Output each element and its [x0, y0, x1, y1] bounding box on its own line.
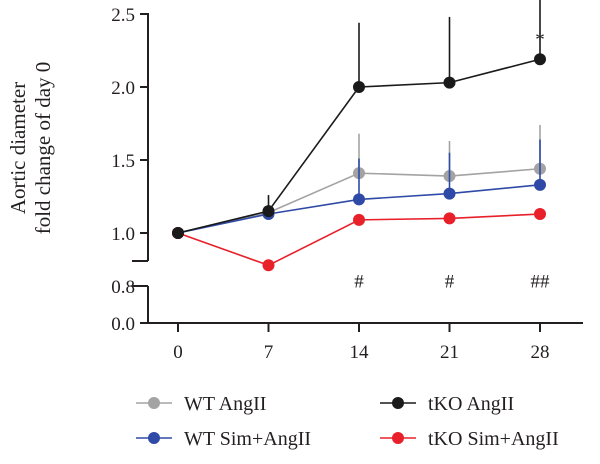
data-point	[353, 213, 365, 226]
x-tick-label: 0	[173, 342, 183, 363]
legend-marker	[148, 432, 160, 444]
data-point	[534, 208, 546, 221]
data-point	[443, 76, 456, 89]
y-axis-title-line-1: Aortic diameter	[6, 82, 30, 214]
significance-mark: *	[535, 30, 545, 51]
annotations: *# # ##	[354, 30, 550, 293]
x-tick-label: 14	[350, 342, 370, 363]
data-point	[443, 212, 456, 225]
y-tick-label: 1.0	[111, 224, 135, 245]
data-point	[353, 81, 365, 93]
y-tick-label: 0.0	[111, 314, 135, 335]
data-point	[534, 178, 546, 191]
data-point	[262, 259, 275, 272]
legend-label: tKO Sim+AngII	[428, 428, 559, 450]
legend-item: tKO Sim+AngII	[380, 428, 559, 450]
legend-item: tKO AngII	[380, 393, 514, 415]
series-tko-sim-angii	[172, 208, 546, 272]
y-tick-label: 2.5	[111, 5, 135, 26]
legend-label: WT Sim+AngII	[184, 428, 311, 450]
significance-mark: ##	[531, 271, 551, 292]
legend-item: WT AngII	[136, 393, 266, 415]
significance-mark: #	[354, 271, 364, 292]
legend: WT AngII tKO AngII WT Sim+AngII tKO Sim+Ang…	[136, 393, 559, 450]
legend-marker	[392, 432, 404, 444]
legend-marker	[392, 397, 404, 409]
data-point	[353, 193, 365, 206]
legend-marker	[148, 397, 160, 409]
legend-label: tKO AngII	[428, 393, 514, 415]
y-tick-label: 1.5	[111, 151, 135, 172]
y-tick-label: 0.8	[111, 277, 135, 298]
data-point	[443, 187, 456, 200]
legend-item: WT Sim+AngII	[136, 428, 311, 450]
legend-label: WT AngII	[184, 393, 266, 415]
data-point	[534, 53, 546, 66]
x-tick-label: 21	[440, 342, 459, 363]
significance-mark: #	[445, 271, 455, 292]
series	[172, 0, 546, 272]
data-point	[172, 227, 184, 239]
y-axis-title-line-2: fold change of day 0	[31, 62, 55, 235]
y-tick-label: 2.0	[111, 78, 135, 99]
data-point	[262, 205, 275, 218]
x-tick-label: 7	[264, 342, 274, 363]
x-tick-label: 28	[531, 342, 550, 363]
series-tko-angii	[172, 0, 546, 239]
axes: 0.0 0.8 1.0 1.5 2.0 2.5 0 7 14 21 28 Aortic diamete…	[6, 5, 583, 363]
